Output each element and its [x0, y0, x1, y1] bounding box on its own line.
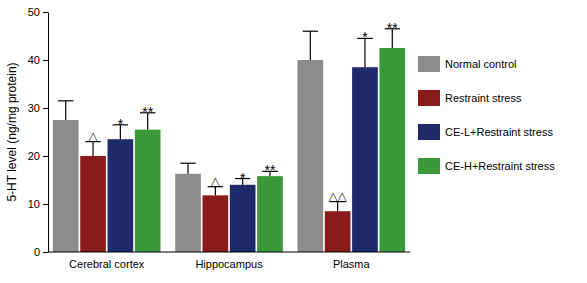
axis-line: [48, 252, 410, 253]
tick: 40: [28, 54, 48, 66]
bar: [80, 156, 106, 252]
y-axis-title: 5-HT level (ng/mg protein): [5, 62, 19, 201]
error-stem: [337, 202, 338, 212]
legend-swatch: [418, 90, 440, 106]
tick-label: Plasma: [333, 258, 371, 270]
tick-label: 40: [28, 54, 40, 66]
series: [53, 31, 323, 252]
significance-marker: *: [362, 29, 368, 45]
tick-label: 10: [28, 198, 40, 210]
series: [108, 38, 378, 252]
legend-swatch: [418, 158, 440, 174]
legend-swatch: [418, 124, 440, 140]
error-stem: [310, 31, 311, 60]
bar: [297, 60, 323, 252]
significance-marker: *: [118, 116, 124, 132]
tick-label: 50: [28, 6, 40, 18]
error-cap: [58, 100, 73, 101]
tick-label: Hippocampus: [195, 258, 263, 270]
legend-swatch: [418, 56, 440, 72]
error-stem: [215, 187, 216, 196]
tick: 50: [28, 6, 48, 18]
axis-line: [48, 13, 49, 253]
tick-mark: [43, 252, 48, 253]
bar: [53, 120, 79, 252]
tick-mark: [43, 204, 48, 205]
annotations: △△△△*********: [88, 20, 398, 203]
tick-mark: [43, 12, 48, 13]
error-cap: [303, 31, 318, 32]
y-axis: 0 10 20 30 40 50: [28, 6, 49, 258]
series: [135, 29, 405, 252]
tick: 20: [28, 150, 48, 162]
x-axis: Cerebral cortex Hippocampus Plasma: [48, 252, 410, 270]
tick: Plasma: [333, 252, 371, 270]
legend-label: Normal control: [445, 58, 517, 70]
error-stem: [92, 142, 93, 156]
legend-label: CE-H+Restraint stress: [445, 160, 555, 172]
tick-mark: [43, 108, 48, 109]
tick: 30: [28, 102, 48, 114]
legend-item: Normal control: [418, 56, 517, 72]
tick: 10: [28, 198, 48, 210]
legend-item: Restraint stress: [418, 90, 522, 106]
legend-label: CE-L+Restraint stress: [445, 126, 553, 138]
tick: 0: [34, 246, 48, 258]
error-stem: [65, 101, 66, 120]
error-stem: [187, 163, 188, 174]
bar: [203, 195, 229, 252]
bar: [175, 174, 201, 252]
error-bar: [58, 101, 73, 120]
bar: [257, 176, 283, 252]
significance-marker: △: [211, 174, 221, 188]
bar: [379, 48, 405, 252]
significance-marker: △: [88, 129, 98, 143]
tick-mark: [43, 156, 48, 157]
tick: Hippocampus: [195, 252, 263, 270]
error-bar: [85, 142, 100, 156]
bar: [135, 130, 161, 252]
tick-label: 0: [34, 246, 40, 258]
plot-area: [53, 29, 405, 252]
bar: [352, 67, 378, 252]
tick-mark: [43, 60, 48, 61]
bar: [230, 185, 256, 252]
significance-marker: **: [265, 162, 276, 178]
error-bar: [208, 187, 223, 196]
tick-label: 20: [28, 150, 40, 162]
tick: Cerebral cortex: [69, 252, 145, 270]
significance-marker: *: [240, 170, 246, 186]
error-cap: [180, 163, 195, 164]
significance-marker: **: [387, 20, 398, 36]
tick-label: 30: [28, 102, 40, 114]
error-bar: [180, 163, 195, 174]
legend-label: Restraint stress: [445, 92, 522, 104]
chart: △△△△*********01020304050Cerebral cortexH…: [0, 0, 587, 283]
error-bar: [330, 202, 345, 212]
tick-label: Cerebral cortex: [69, 258, 145, 270]
significance-marker: △△: [328, 189, 347, 203]
bar: [108, 139, 134, 252]
significance-marker: **: [142, 104, 153, 120]
error-bar: [303, 31, 318, 60]
legend-item: CE-L+Restraint stress: [418, 124, 553, 140]
bar: [325, 211, 351, 252]
legend-item: CE-H+Restraint stress: [418, 158, 555, 174]
legend: Normal control Restraint stress CE-L+Restr…: [418, 56, 555, 174]
